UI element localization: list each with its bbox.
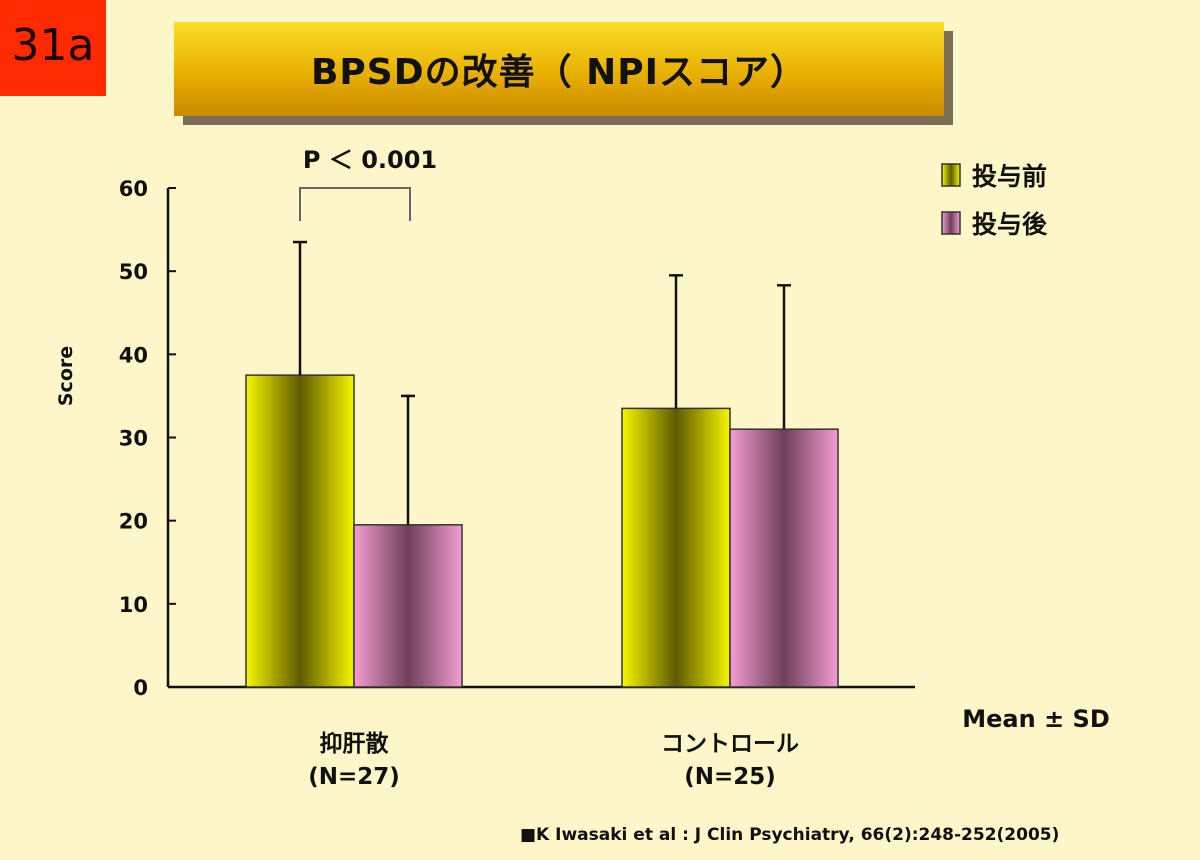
legend: 投与前 投与後 (941, 162, 1048, 239)
bar-after-1 (729, 428, 839, 688)
y-tick-label: 60 (119, 177, 148, 201)
category-n-label: (N=25) (684, 764, 776, 790)
page-title: BPSDの改善（ NPIスコア） (310, 52, 808, 93)
legend-label-after: 投与後 (972, 210, 1048, 239)
y-tick-label: 50 (119, 260, 148, 284)
bars (245, 240, 839, 688)
y-tick-label: 40 (119, 343, 148, 367)
labels: 0 10 20 30 40 50 60 Score 抑肝散 (N=27) コントロール (N=25) (55, 177, 799, 790)
legend-label-before: 投与前 (972, 162, 1047, 191)
bar-before-0 (245, 374, 355, 688)
y-axis-title: Score (55, 346, 77, 406)
category-label: 抑肝散 (320, 731, 389, 757)
category-label: コントロール (661, 731, 799, 757)
bar-after-0 (353, 524, 463, 688)
title-banner: BPSDの改善（ NPIスコア） (174, 22, 944, 116)
legend-swatch-after (941, 211, 961, 235)
y-tick-label: 0 (133, 676, 148, 700)
y-tick-label: 30 (119, 427, 148, 451)
mean-sd-annotation: Mean ± SD (962, 705, 1109, 733)
significance-bracket (299, 187, 411, 221)
category-n-label: (N=27) (308, 764, 400, 790)
y-tick-label: 20 (119, 510, 148, 534)
legend-swatch-before (941, 163, 961, 187)
bar-before-1 (621, 407, 731, 688)
significance-label: P ＜ 0.001 (303, 146, 437, 174)
y-tick-label: 10 (119, 593, 148, 617)
source-citation: ■K Iwasaki et al : J Clin Psychiatry, 66… (520, 825, 1059, 845)
slide-number-badge: 31a (0, 0, 106, 96)
